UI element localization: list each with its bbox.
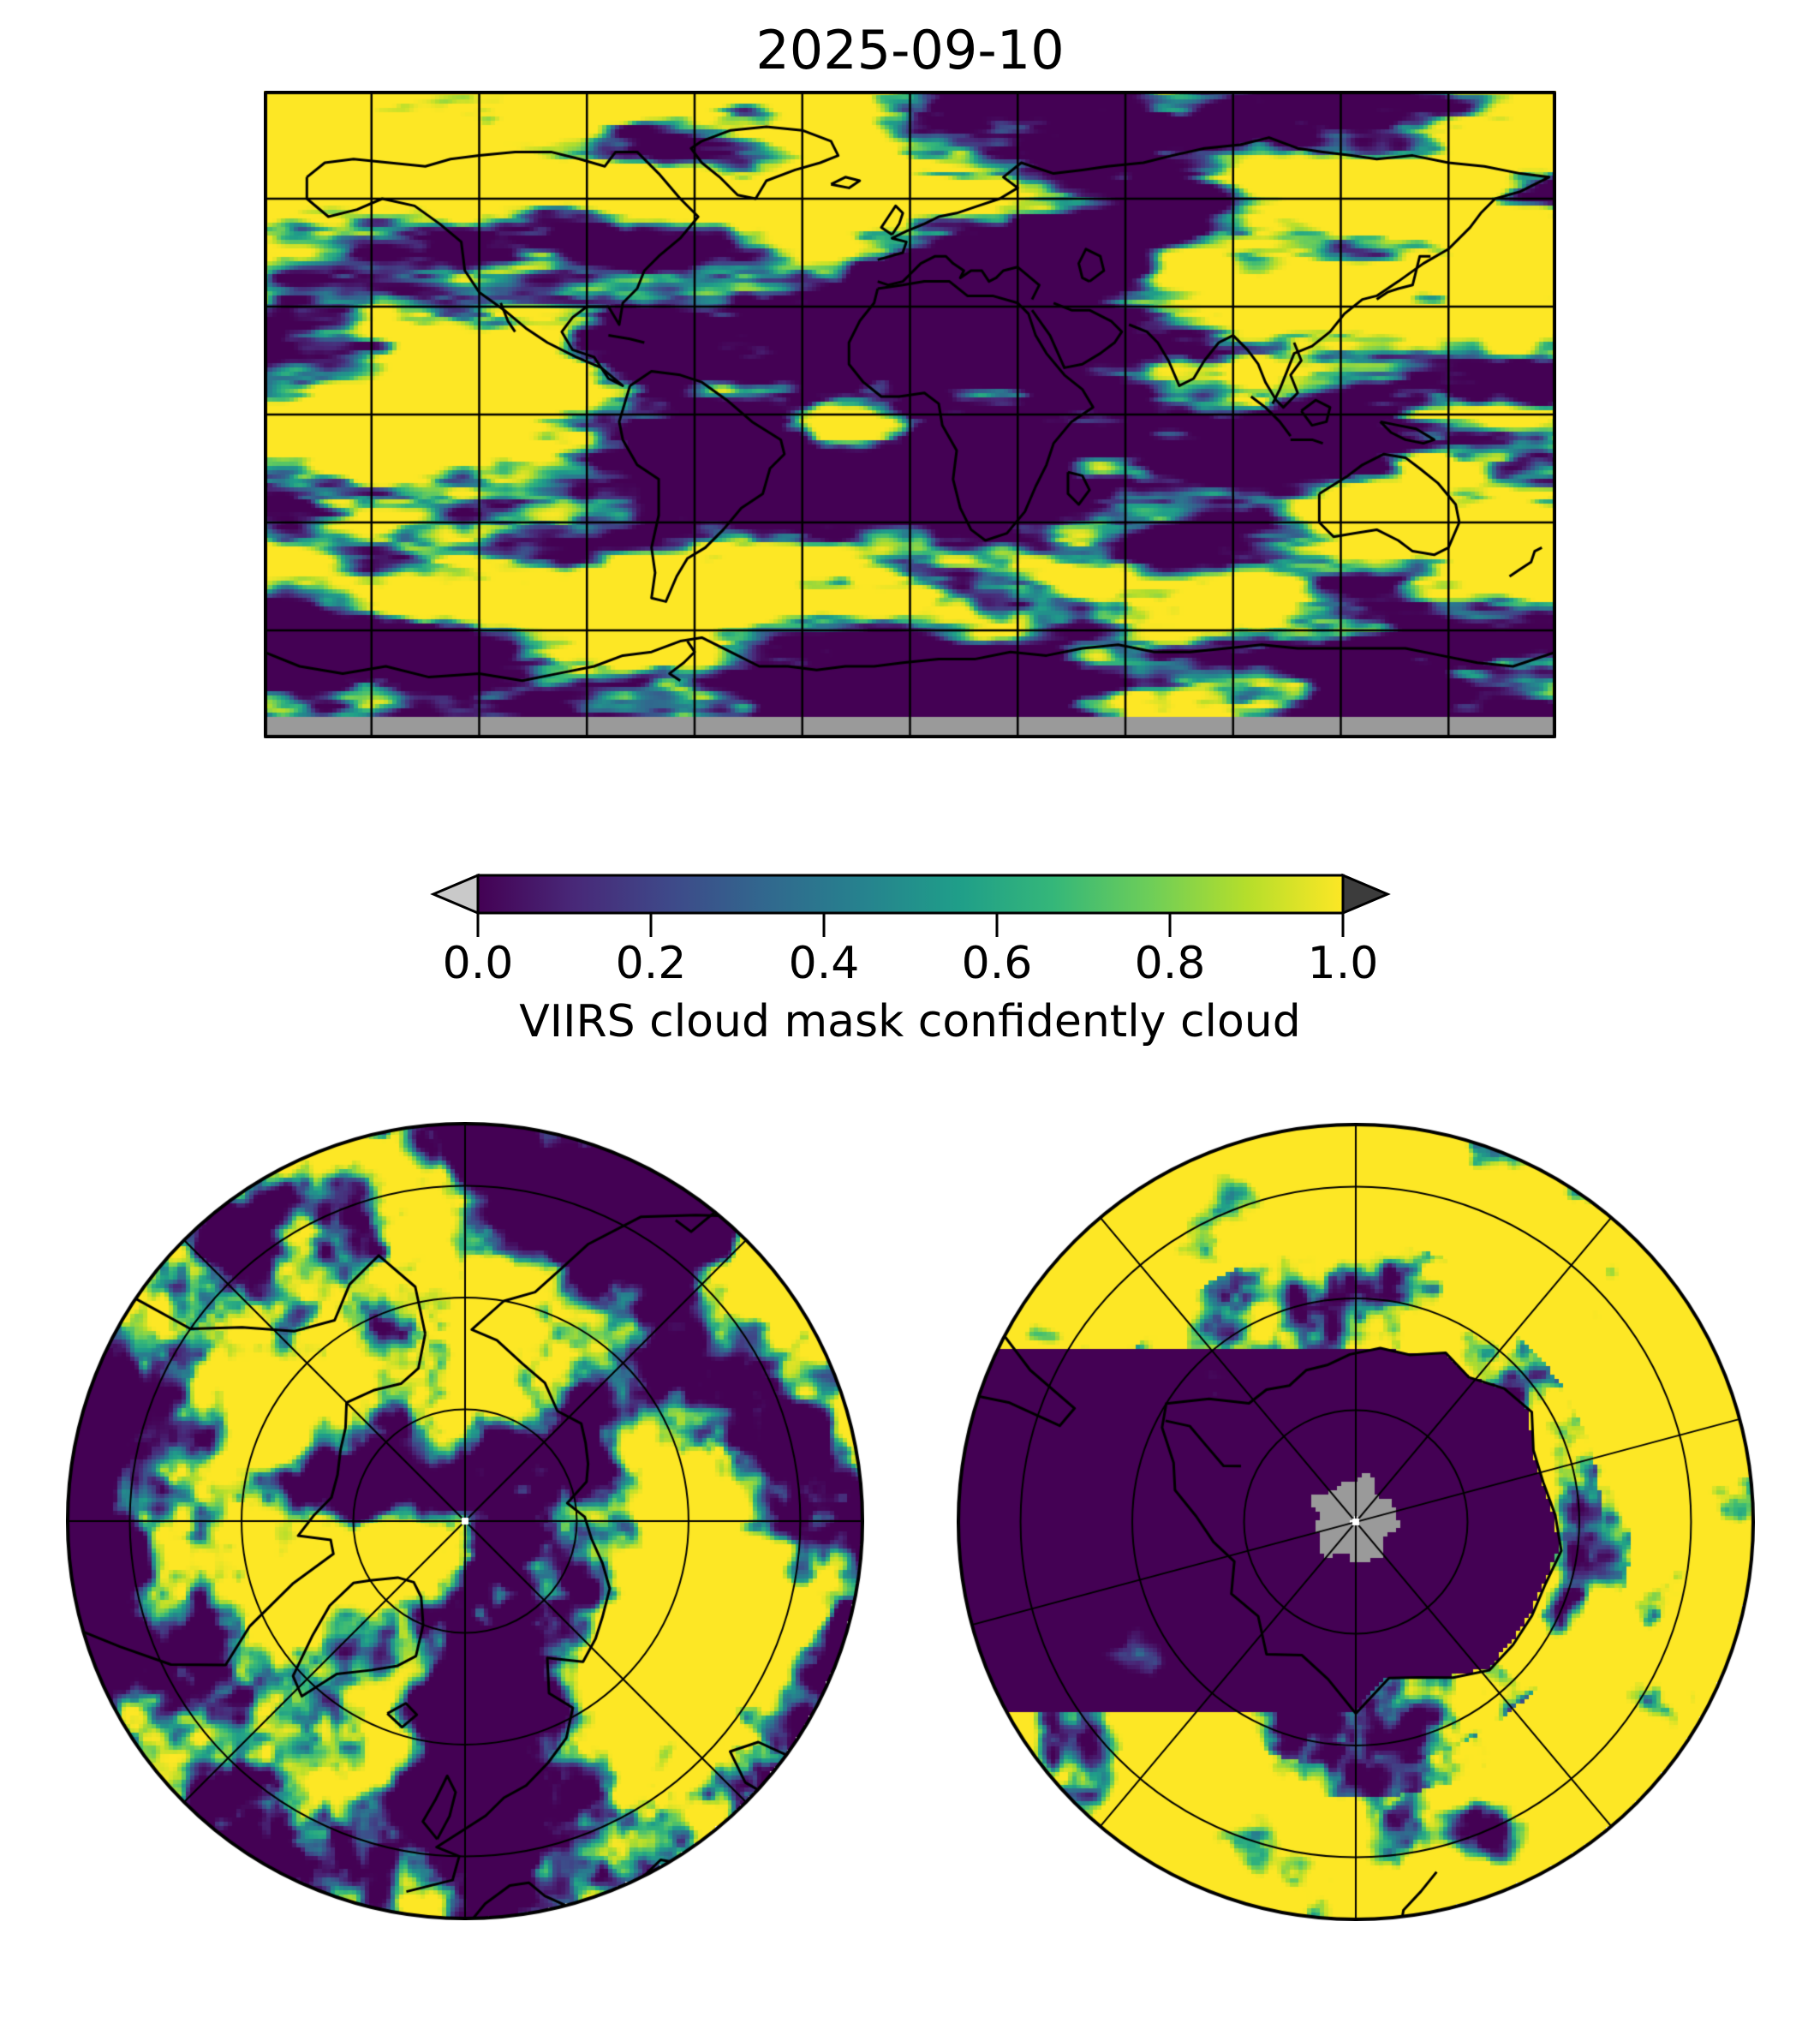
colorbar-over-arrow <box>1341 873 1391 916</box>
figure-title: 2025-09-10 <box>755 19 1065 81</box>
colorbar-gradient <box>476 874 1345 915</box>
colorbar-under-arrow <box>430 873 480 916</box>
colorbar-tick-label: 0.0 <box>442 938 514 989</box>
colorbar-tick-label: 0.4 <box>788 938 860 989</box>
colorbar-axis-label: VIIRS cloud mask confidently cloud <box>519 996 1301 1047</box>
global-cloud-mask-map <box>264 91 1556 738</box>
colorbar-tick-label: 1.0 <box>1307 938 1379 989</box>
colorbar-tick-label: 0.2 <box>615 938 687 989</box>
north-polar-cloud-mask-map <box>66 1122 864 1920</box>
colorbar-tick-label: 0.8 <box>1134 938 1206 989</box>
colorbar-tick-label: 0.6 <box>961 938 1033 989</box>
colorbar-ticks <box>476 913 1345 937</box>
colorbar <box>430 873 1391 937</box>
south-polar-cloud-mask-map <box>957 1123 1755 1921</box>
